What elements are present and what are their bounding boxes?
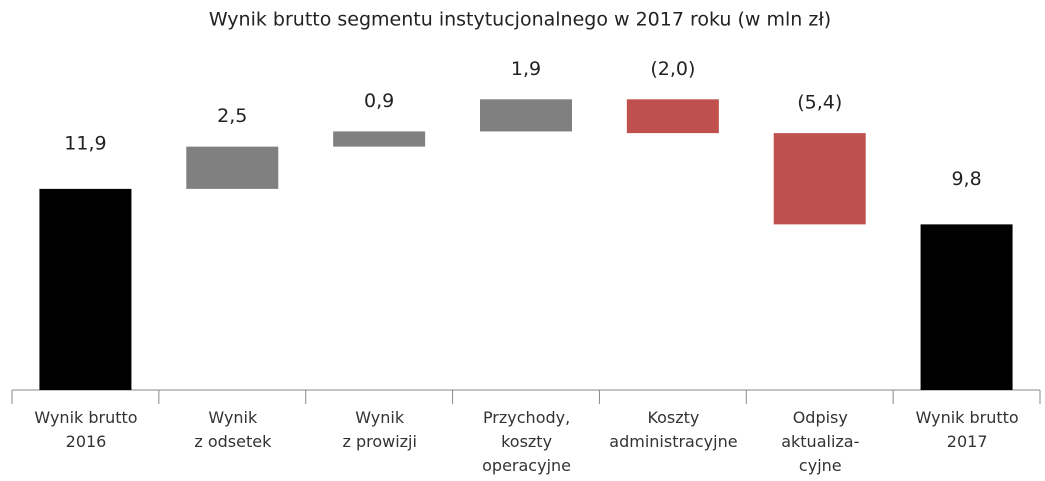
chart-title: Wynik brutto segmentu instytucjonalnego …	[209, 9, 831, 31]
data-label: 11,9	[64, 132, 106, 154]
x-tick-label: Koszty administracyjne	[609, 408, 738, 451]
data-label: (2,0)	[650, 58, 695, 80]
x-tick-label: Przychody, koszty operacyjne	[482, 408, 571, 475]
x-tick-label: Wynik z odsetek	[194, 408, 272, 451]
x-tick-label: Wynik z prowizji	[342, 408, 417, 451]
x-tick-label: Wynik brutto 2017	[915, 408, 1019, 451]
x-tick-label: Odpisy aktualiza- cyjne	[781, 408, 860, 475]
bar	[39, 188, 132, 390]
x-tick-label: Wynik brutto 2016	[34, 408, 138, 451]
bar	[333, 131, 426, 147]
bar	[920, 224, 1013, 390]
data-label: (5,4)	[797, 92, 842, 114]
data-label: 2,5	[217, 105, 247, 127]
bar	[186, 146, 279, 189]
bar	[480, 99, 572, 132]
data-label: 0,9	[364, 90, 394, 112]
bar	[773, 133, 866, 225]
data-label: 9,8	[951, 168, 981, 190]
bar	[626, 99, 719, 134]
data-label: 1,9	[511, 58, 541, 80]
